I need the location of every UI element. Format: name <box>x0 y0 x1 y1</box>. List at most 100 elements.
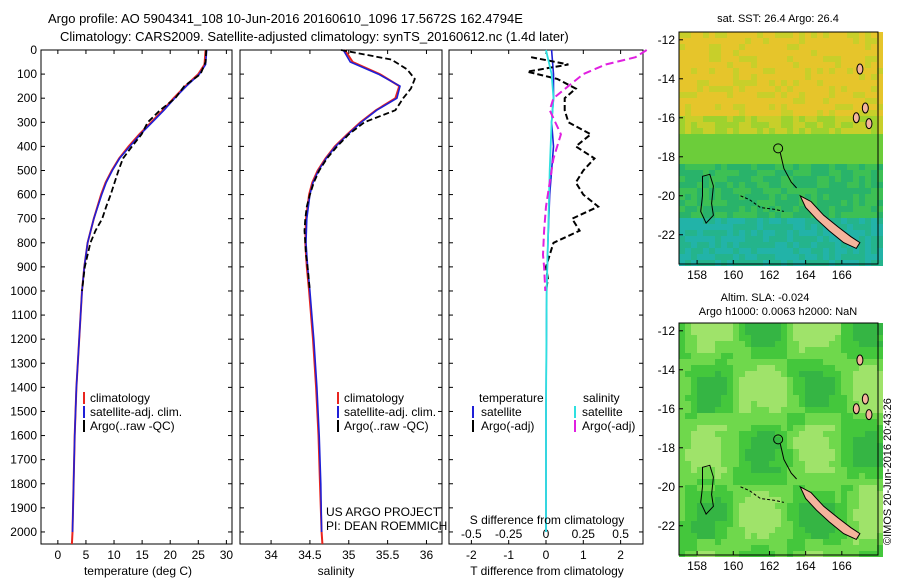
map-pixel <box>679 146 685 152</box>
map-pixel <box>709 329 715 335</box>
map-pixel <box>775 371 781 377</box>
map-pixel <box>697 395 703 401</box>
map-pixel <box>763 200 769 206</box>
map-pixel <box>853 224 859 230</box>
map-pixel <box>859 146 865 152</box>
map-pixel <box>817 485 823 491</box>
map-pixel <box>763 407 769 413</box>
map-pixel <box>697 146 703 152</box>
map-pixel <box>721 443 727 449</box>
lat-tick-label: -12 <box>658 324 676 338</box>
map-pixel <box>793 50 799 56</box>
y-tick-label: 700 <box>17 212 37 226</box>
map-pixel <box>691 515 697 521</box>
map-pixel <box>751 62 757 68</box>
map-pixel <box>841 425 847 431</box>
map-pixel <box>715 413 721 419</box>
map-pixel <box>715 32 721 38</box>
map-pixel <box>805 413 811 419</box>
map-pixel <box>841 74 847 80</box>
map-pixel <box>871 104 877 110</box>
map-pixel <box>715 98 721 104</box>
x-tick-label: 2 <box>617 548 624 562</box>
map-pixel <box>805 44 811 50</box>
map-pixel <box>835 236 841 242</box>
map-pixel <box>853 236 859 242</box>
map-pixel <box>715 170 721 176</box>
map-pixel <box>847 92 853 98</box>
map-pixel <box>727 341 733 347</box>
map-pixel <box>691 551 697 557</box>
map-pixel <box>745 200 751 206</box>
map-pixel <box>751 353 757 359</box>
map-pixel <box>817 491 823 497</box>
map-pixel <box>703 44 709 50</box>
map-pixel <box>817 341 823 347</box>
map-pixel <box>751 98 757 104</box>
map-pixel <box>841 473 847 479</box>
map-pixel <box>703 509 709 515</box>
map-pixel <box>775 515 781 521</box>
map-pixel <box>793 206 799 212</box>
map-pixel <box>685 491 691 497</box>
map-pixel <box>793 86 799 92</box>
map-pixel <box>679 431 685 437</box>
map-pixel <box>775 254 781 260</box>
map-pixel <box>745 425 751 431</box>
map-pixel <box>733 449 739 455</box>
map-pixel <box>805 341 811 347</box>
map-pixel <box>793 182 799 188</box>
map-pixel <box>877 194 883 200</box>
map-pixel <box>703 353 709 359</box>
map-pixel <box>709 32 715 38</box>
map-pixel <box>781 341 787 347</box>
map-pixel <box>739 425 745 431</box>
map-pixel <box>841 485 847 491</box>
map-pixel <box>781 32 787 38</box>
map-pixel <box>679 170 685 176</box>
map-pixel <box>799 230 805 236</box>
map-pixel <box>859 407 865 413</box>
map-pixel <box>781 485 787 491</box>
map-pixel <box>685 341 691 347</box>
map-pixel <box>799 377 805 383</box>
map-pixel <box>865 50 871 56</box>
map-pixel <box>859 347 865 353</box>
map-pixel <box>757 158 763 164</box>
map-pixel <box>835 218 841 224</box>
map-pixel <box>715 383 721 389</box>
map-pixel <box>823 545 829 551</box>
map-pixel <box>793 116 799 122</box>
map-pixel <box>769 323 775 329</box>
map-pixel <box>715 218 721 224</box>
map-pixel <box>721 62 727 68</box>
map-pixel <box>841 509 847 515</box>
map-pixel <box>763 98 769 104</box>
map-pixel <box>763 170 769 176</box>
map-pixel <box>799 110 805 116</box>
map-pixel <box>757 152 763 158</box>
map-pixel <box>871 503 877 509</box>
map-pixel <box>745 407 751 413</box>
map-pixel <box>685 467 691 473</box>
map-pixel <box>679 128 685 134</box>
map-pixel <box>685 146 691 152</box>
map-pixel <box>715 74 721 80</box>
difference-panel: -2 -1 0 1 2-0.5 -0.25 0 0.25 0.5 <box>448 49 648 562</box>
map-pixel <box>703 116 709 122</box>
map-pixel <box>769 230 775 236</box>
map-pixel <box>679 254 685 260</box>
map-pixel <box>763 104 769 110</box>
map-pixel <box>829 110 835 116</box>
map-pixel <box>763 419 769 425</box>
map-pixel <box>757 68 763 74</box>
map-pixel <box>877 170 883 176</box>
map-pixel <box>733 383 739 389</box>
small-island <box>861 393 869 405</box>
map-pixel <box>835 407 841 413</box>
map-pixel <box>793 377 799 383</box>
map-pixel <box>751 323 757 329</box>
map-pixel <box>733 146 739 152</box>
map-pixel <box>865 158 871 164</box>
map-pixel <box>721 86 727 92</box>
